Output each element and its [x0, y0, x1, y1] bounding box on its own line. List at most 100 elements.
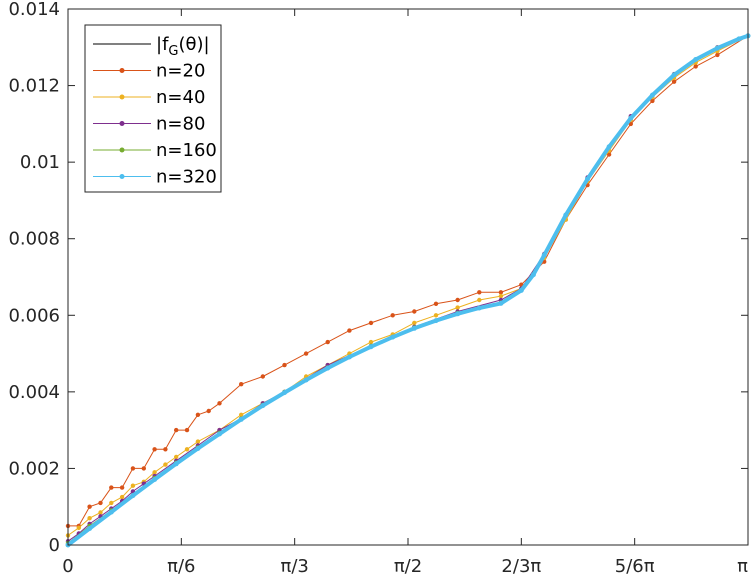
data-point: [693, 64, 698, 69]
data-point: [368, 339, 374, 345]
legend-entry: n=320: [93, 167, 217, 188]
legend-entry: |fG(θ)|: [93, 34, 210, 59]
series-line-n320: [66, 33, 749, 547]
data-point: [108, 509, 114, 515]
data-point: [693, 57, 699, 62]
data-point: [606, 144, 612, 150]
data-point: [206, 408, 211, 414]
data-point: [195, 439, 201, 444]
legend-entry: n=40: [93, 87, 205, 108]
data-point: [412, 309, 417, 314]
data-point: [455, 297, 460, 303]
data-point: [119, 494, 125, 500]
data-point: [433, 313, 439, 318]
data-point: [325, 339, 330, 345]
data-point: [412, 320, 417, 326]
data-point: [455, 305, 460, 310]
legend: |fG(θ)|n=20 n=40 n=80 n=160 n=320: [84, 24, 222, 193]
data-point: [390, 313, 395, 318]
y-tick-label: 0.006: [8, 305, 60, 326]
data-point: [563, 212, 569, 218]
data-point: [152, 470, 157, 475]
data-point: [87, 516, 92, 521]
data-point: [606, 152, 612, 157]
data-point: [152, 447, 157, 452]
data-point: [173, 461, 179, 467]
data-point: [433, 318, 439, 324]
y-tick-label: 0.002: [8, 458, 60, 479]
data-point: [433, 301, 439, 306]
data-point: [715, 52, 720, 58]
data-point: [119, 485, 125, 490]
data-point: [239, 412, 244, 417]
legend-label: n=160: [156, 140, 217, 161]
legend-marker: [119, 94, 125, 100]
y-tick-label: 0.014: [8, 0, 60, 20]
y-tick-label: 0.01: [20, 152, 60, 173]
data-point: [368, 344, 374, 350]
data-point: [498, 290, 504, 295]
y-tick-label: 0.012: [8, 76, 60, 97]
data-point: [163, 462, 168, 467]
data-point: [109, 500, 114, 506]
data-point: [282, 362, 287, 368]
x-tick-label: 0: [62, 556, 73, 577]
data-point: [346, 354, 352, 360]
data-point: [163, 447, 168, 452]
data-point: [217, 401, 222, 406]
data-point: [368, 320, 374, 326]
data-point: [217, 431, 222, 437]
axis-ticks: 0 π/6 π/3 π/2 2/3π 5/6π π 0 0.002 0.004 0.006 0.008…: [8, 0, 749, 577]
data-point: [152, 477, 158, 482]
data-point: [109, 485, 114, 490]
data-point: [130, 483, 136, 488]
data-point: [325, 365, 331, 371]
data-point: [282, 390, 287, 396]
legend-entry: n=80: [93, 114, 205, 135]
data-point: [87, 504, 92, 509]
data-point: [498, 300, 504, 306]
data-point: [477, 290, 482, 295]
data-point: [130, 466, 136, 471]
data-point: [238, 416, 244, 422]
legend-marker: [119, 147, 125, 153]
data-point: [518, 287, 524, 293]
data-point: [530, 272, 536, 278]
legend-marker: [119, 121, 125, 126]
data-point: [477, 297, 482, 303]
legend-label: n=20: [156, 61, 205, 82]
data-point: [184, 447, 190, 452]
data-point: [98, 510, 103, 515]
x-tick-label: π: [737, 556, 748, 577]
data-point: [303, 351, 309, 356]
legend-entry: n=20: [93, 61, 205, 82]
data-point: [76, 525, 82, 530]
data-point: [628, 115, 634, 121]
data-point: [303, 377, 309, 383]
data-point: [649, 92, 655, 98]
legend-marker: [119, 174, 125, 179]
data-point: [650, 98, 655, 104]
data-point: [347, 328, 352, 333]
series-n320: [65, 33, 751, 548]
data-point: [541, 252, 547, 258]
x-tick-label: 5/6π: [615, 556, 655, 577]
legend-marker: [119, 68, 125, 73]
data-point: [260, 403, 266, 409]
data-point: [498, 293, 504, 299]
series-layer: [65, 33, 751, 548]
legend-box: [84, 24, 222, 193]
legend-label: n=40: [156, 87, 205, 108]
data-point: [141, 466, 146, 471]
y-tick-label: 0.008: [8, 229, 60, 250]
data-point: [736, 36, 742, 42]
x-tick-label: π/2: [394, 556, 422, 577]
data-point: [585, 176, 590, 182]
data-point: [455, 311, 461, 317]
data-point: [476, 305, 482, 311]
x-tick-label: 2/3π: [501, 556, 541, 577]
data-point: [130, 493, 136, 499]
data-point: [174, 454, 179, 460]
legend-label: |fG(θ)|: [156, 34, 210, 59]
